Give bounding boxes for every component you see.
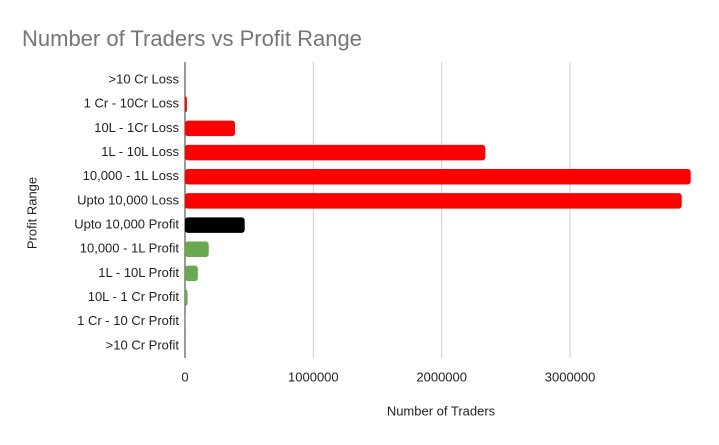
y-tick-label: 10L - 1Cr Loss <box>94 120 179 135</box>
x-tick-label: 1000000 <box>288 369 339 384</box>
y-tick-label: 1L - 10L Profit <box>98 265 179 280</box>
y-tick-label: 1L - 10L Loss <box>101 144 179 159</box>
bar <box>185 96 187 112</box>
bar <box>185 265 198 282</box>
y-tick-label: Upto 10,000 Profit <box>74 217 179 232</box>
y-tick-label: 10L - 1 Cr Profit <box>88 289 180 304</box>
bar <box>185 120 236 137</box>
x-tick-label: 2000000 <box>416 369 467 384</box>
bar <box>185 217 245 233</box>
bar <box>185 193 682 209</box>
y-tick-label: 1 Cr - 10Cr Loss <box>84 96 180 111</box>
x-axis-title: Number of Traders <box>387 403 496 418</box>
bar <box>185 241 209 257</box>
y-tick-label: 10,000 - 1L Profit <box>80 241 180 256</box>
bar <box>185 144 486 161</box>
bar <box>185 289 188 306</box>
y-tick-label: Upto 10,000 Loss <box>77 192 179 207</box>
x-tick-label: 3000000 <box>545 369 596 384</box>
y-axis-title: Profit Range <box>24 177 39 249</box>
y-tick-label: 10,000 - 1L Loss <box>83 168 180 183</box>
chart-title: Number of Traders vs Profit Range <box>22 26 362 51</box>
bar <box>185 169 691 185</box>
x-tick-label: 0 <box>181 369 188 384</box>
y-tick-label: 1 Cr - 10 Cr Profit <box>77 313 179 328</box>
y-tick-label: >10 Cr Profit <box>106 337 180 352</box>
y-tick-label: >10 Cr Loss <box>109 72 180 87</box>
